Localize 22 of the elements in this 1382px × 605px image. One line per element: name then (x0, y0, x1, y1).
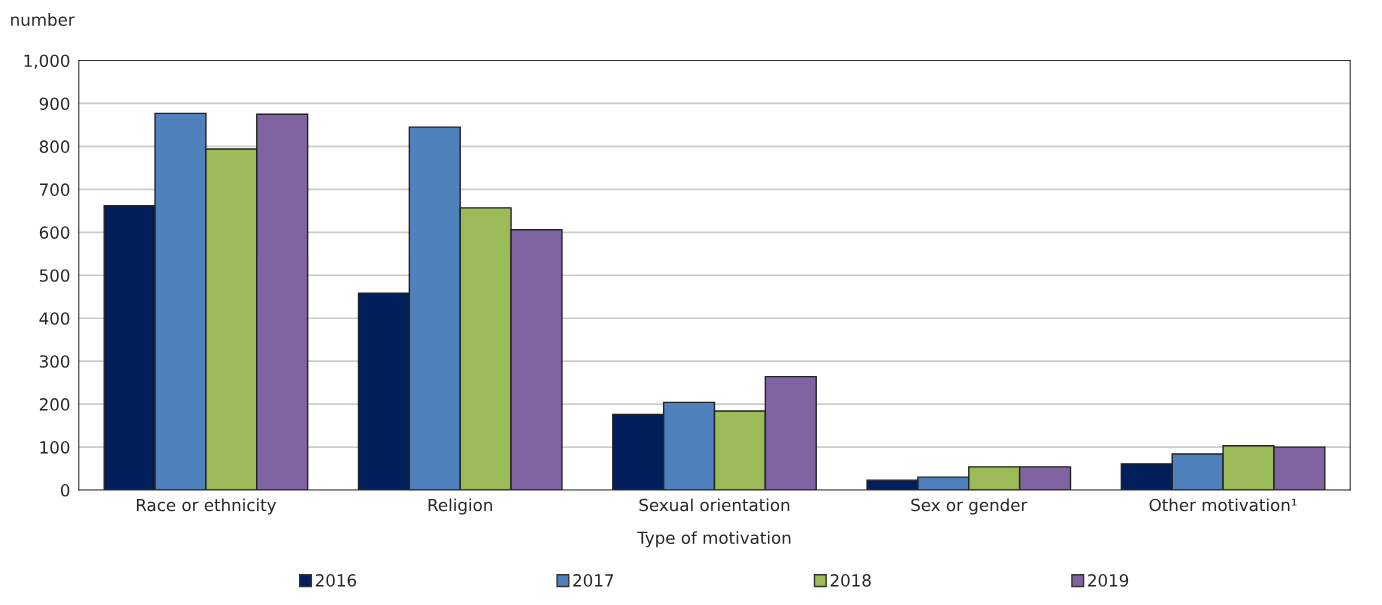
y-tick-label: 800 (39, 140, 70, 153)
y-tick-label: 0 (60, 484, 70, 497)
y-tick-label: 900 (39, 97, 70, 111)
y-tick-label: 300 (39, 355, 70, 368)
y-tick-label: 700 (40, 183, 70, 196)
x-tick-label: Sexual orientation (639, 498, 790, 512)
y-tick-label: 1,000 (24, 54, 70, 69)
x-tick-label: Other motivation¹ (1149, 498, 1297, 512)
y-tick-label: 200 (39, 398, 70, 411)
x-tick-label: Sex or gender (911, 498, 1028, 515)
legend-label: 2019 (1088, 574, 1129, 587)
legend-label: 2017 (573, 574, 614, 587)
y-tick-label: 100 (40, 441, 70, 454)
x-tick-label: Religion (428, 498, 492, 515)
legend-label: 2018 (830, 574, 871, 587)
legend-label: 2016 (315, 574, 357, 587)
x-tick-label: Race or ethnicity (136, 498, 277, 515)
y-tick-label: 600 (39, 226, 70, 239)
x-axis-title: Type of motivation (637, 531, 791, 548)
y-tick-label: 500 (39, 269, 70, 282)
y-axis-title: number (11, 13, 75, 27)
y-tick-label: 400 (39, 312, 70, 325)
